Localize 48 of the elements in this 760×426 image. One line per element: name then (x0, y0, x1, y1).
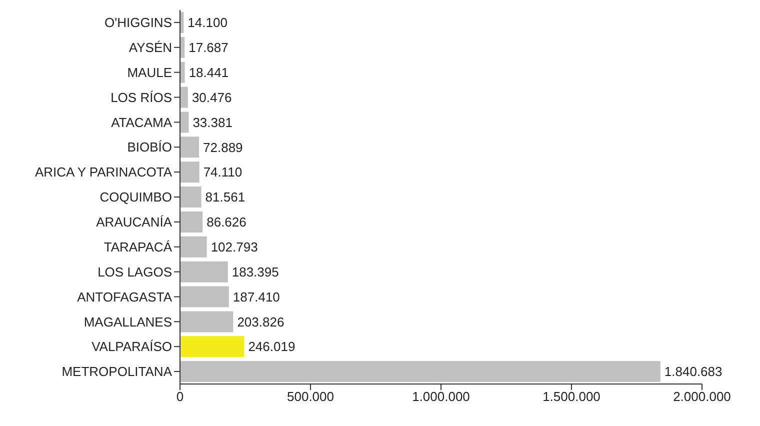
y-tick-label: VALPARAÍSO (92, 339, 172, 354)
data-label: 102.793 (210, 240, 258, 255)
data-label: 1.840.683 (664, 364, 722, 380)
bar (180, 361, 660, 382)
x-tick-label: 500.000 (287, 389, 334, 404)
x-tick-label: 1.000.000 (412, 389, 470, 404)
bar (180, 236, 207, 258)
x-tick-label: 0 (176, 389, 184, 404)
data-label: 18.441 (188, 64, 229, 80)
x-tick-label: 1.500.000 (542, 389, 600, 404)
data-label: 17.687 (188, 40, 228, 56)
bar (180, 261, 228, 282)
y-tick-label: TARAPACÁ (104, 239, 172, 254)
y-tick-label: METROPOLITANA (62, 364, 172, 380)
data-label: 74.110 (203, 164, 242, 180)
data-label: 33.381 (192, 114, 232, 130)
y-tick-label: COQUIMBO (100, 190, 172, 205)
y-tick-label: MAULE (127, 64, 172, 80)
y-tick-label: LOS LAGOS (98, 264, 172, 280)
data-label: 183.395 (232, 264, 279, 280)
bar (180, 86, 188, 108)
data-label: 203.826 (237, 314, 284, 330)
bar (180, 311, 234, 332)
y-tick-label: O'HIGGINS (104, 15, 172, 30)
y-tick-label: LOS RÍOS (110, 90, 172, 105)
bar (180, 186, 202, 208)
y-tick-label: ATACAMA (111, 114, 172, 130)
bar (180, 336, 244, 358)
bar (180, 211, 203, 232)
y-tick-label: AYSÉN (128, 40, 172, 56)
y-tick-label: ANTOFAGASTA (77, 289, 172, 304)
y-tick-label: MAGALLANES (84, 314, 172, 330)
y-tick-label: ARICA Y PARINACOTA (34, 164, 172, 180)
data-label: 81.561 (205, 190, 246, 205)
data-label: 246.019 (248, 339, 296, 354)
data-label: 187.410 (232, 289, 280, 304)
bar (180, 162, 200, 183)
y-tick-label: BIOBÍO (127, 140, 172, 155)
bar (180, 286, 229, 308)
data-label: 72.889 (203, 140, 243, 155)
data-label: 86.626 (206, 214, 246, 230)
x-tick-label: 2.000.000 (673, 389, 731, 404)
bar (180, 62, 185, 83)
y-tick-label: ARAUCANÍA (96, 214, 172, 230)
bar (180, 136, 200, 158)
data-label: 14.100 (188, 15, 228, 30)
bar (180, 112, 189, 133)
data-label: 30.476 (192, 90, 232, 105)
